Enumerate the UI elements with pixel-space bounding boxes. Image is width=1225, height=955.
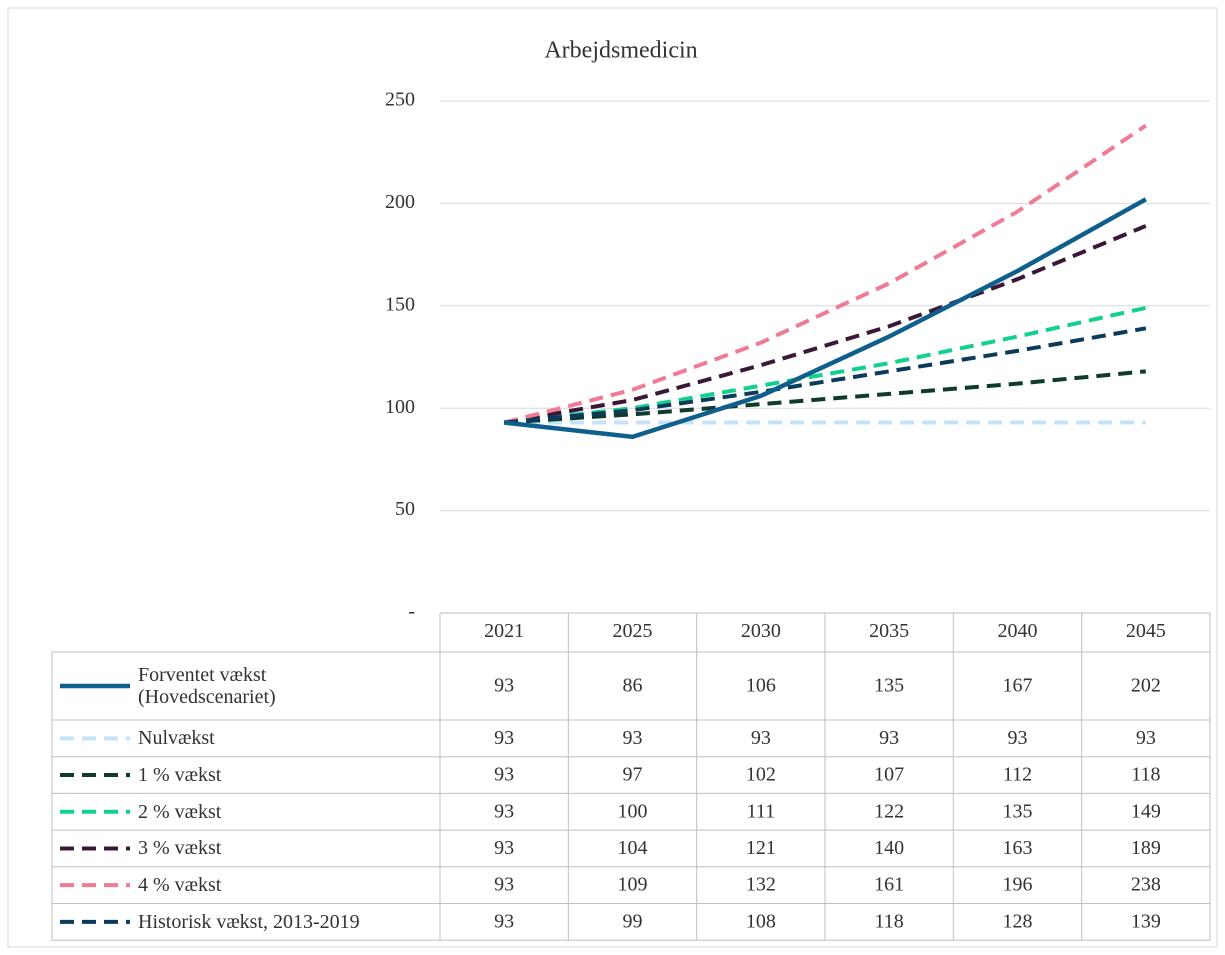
- table-value: 93: [494, 764, 514, 786]
- table-value: 202: [1131, 675, 1161, 697]
- table-value: 189: [1131, 837, 1161, 859]
- table-value: 128: [1003, 910, 1033, 932]
- x-tick-label: 2025: [613, 620, 653, 642]
- y-tick-label: 150: [385, 293, 415, 315]
- table-value: 93: [1008, 727, 1028, 749]
- table-value: 93: [623, 727, 643, 749]
- table-value: 86: [623, 675, 643, 697]
- legend-item: 1 % vækst: [60, 764, 222, 787]
- table-value: 135: [874, 675, 904, 697]
- table-value: 106: [746, 675, 776, 697]
- legend-label: 1 % vækst: [138, 764, 222, 787]
- table-value: 93: [494, 837, 514, 859]
- x-tick-label: 2040: [998, 620, 1038, 642]
- legend-label: 3 % vækst: [138, 837, 222, 860]
- table-value: 163: [1003, 837, 1033, 859]
- table-value: 135: [1003, 800, 1033, 822]
- x-tick-label: 2021: [484, 620, 524, 642]
- series-line: [503, 224, 1147, 425]
- legend-label-box: 2 % vækst: [138, 800, 222, 823]
- table-value: 161: [874, 874, 904, 896]
- table-value: 93: [494, 910, 514, 932]
- table-value: 112: [1003, 764, 1032, 786]
- table-value: 121: [746, 837, 776, 859]
- table-value: 109: [618, 874, 648, 896]
- table-value: 97: [623, 764, 643, 786]
- table-value: 93: [494, 874, 514, 896]
- y-tick-label: -: [408, 601, 415, 623]
- table-value: 149: [1131, 800, 1161, 822]
- legend-item: 4 % vækst: [60, 874, 222, 897]
- chart-border: [7, 7, 1218, 948]
- table-value: 99: [623, 910, 643, 932]
- x-tick-label: 2035: [869, 620, 909, 642]
- legend-item: Forventet vækst (Hovedscenariet): [60, 664, 276, 708]
- y-tick-label: 250: [385, 89, 415, 111]
- table-value: 167: [1003, 675, 1033, 697]
- table-value: 108: [746, 910, 776, 932]
- legend-label: 4 % vækst: [138, 874, 222, 897]
- table-value: 93: [494, 727, 514, 749]
- legend-label-box: Nulvækst: [138, 727, 215, 750]
- y-tick-label: 200: [385, 191, 415, 213]
- legend-label: 2 % vækst: [138, 800, 222, 823]
- y-tick-label: 50: [395, 498, 415, 520]
- table-value: 132: [746, 874, 776, 896]
- table-value: 111: [747, 800, 776, 822]
- legend-item: Historisk vækst, 2013-2019: [60, 910, 360, 933]
- legend-label-box: 4 % vækst: [138, 874, 222, 897]
- legend-label-box: Forventet vækst (Hovedscenariet): [138, 664, 276, 708]
- table-value: 104: [618, 837, 648, 859]
- table-value: 196: [1003, 874, 1033, 896]
- series-line: [503, 197, 1147, 440]
- x-tick-label: 2045: [1126, 620, 1166, 642]
- table-value: 122: [874, 800, 904, 822]
- table-value: 139: [1131, 910, 1161, 932]
- table-value: 102: [746, 764, 776, 786]
- table-value: 93: [494, 675, 514, 697]
- legend-label: Historisk vækst, 2013-2019: [138, 910, 360, 933]
- chart-title: Arbejdsmedicin: [544, 38, 697, 64]
- table-value: 93: [494, 800, 514, 822]
- table-value: 140: [874, 837, 904, 859]
- table-value: 118: [875, 910, 904, 932]
- x-tick-label: 2030: [741, 620, 781, 642]
- table-value: 238: [1131, 874, 1161, 896]
- table-value: 107: [874, 764, 904, 786]
- table-value: 100: [618, 800, 648, 822]
- legend-label: Nulvækst: [138, 727, 215, 750]
- table-value: 118: [1131, 764, 1160, 786]
- legend-label-box: 3 % vækst: [138, 837, 222, 860]
- legend-item: 3 % vækst: [60, 837, 222, 860]
- y-tick-label: 100: [385, 396, 415, 418]
- table-value: 93: [1136, 727, 1156, 749]
- table-value: 93: [879, 727, 899, 749]
- table-value: 93: [751, 727, 771, 749]
- legend-label-box: 1 % vækst: [138, 764, 222, 787]
- legend-item: Nulvækst: [60, 727, 215, 750]
- legend-item: 2 % vækst: [60, 800, 222, 823]
- series-line: [504, 369, 1147, 425]
- series-line: [503, 123, 1147, 425]
- series-line: [503, 326, 1147, 425]
- legend-label-box: Historisk vækst, 2013-2019: [138, 910, 360, 933]
- legend-label: Forventet vækst (Hovedscenariet): [138, 664, 276, 708]
